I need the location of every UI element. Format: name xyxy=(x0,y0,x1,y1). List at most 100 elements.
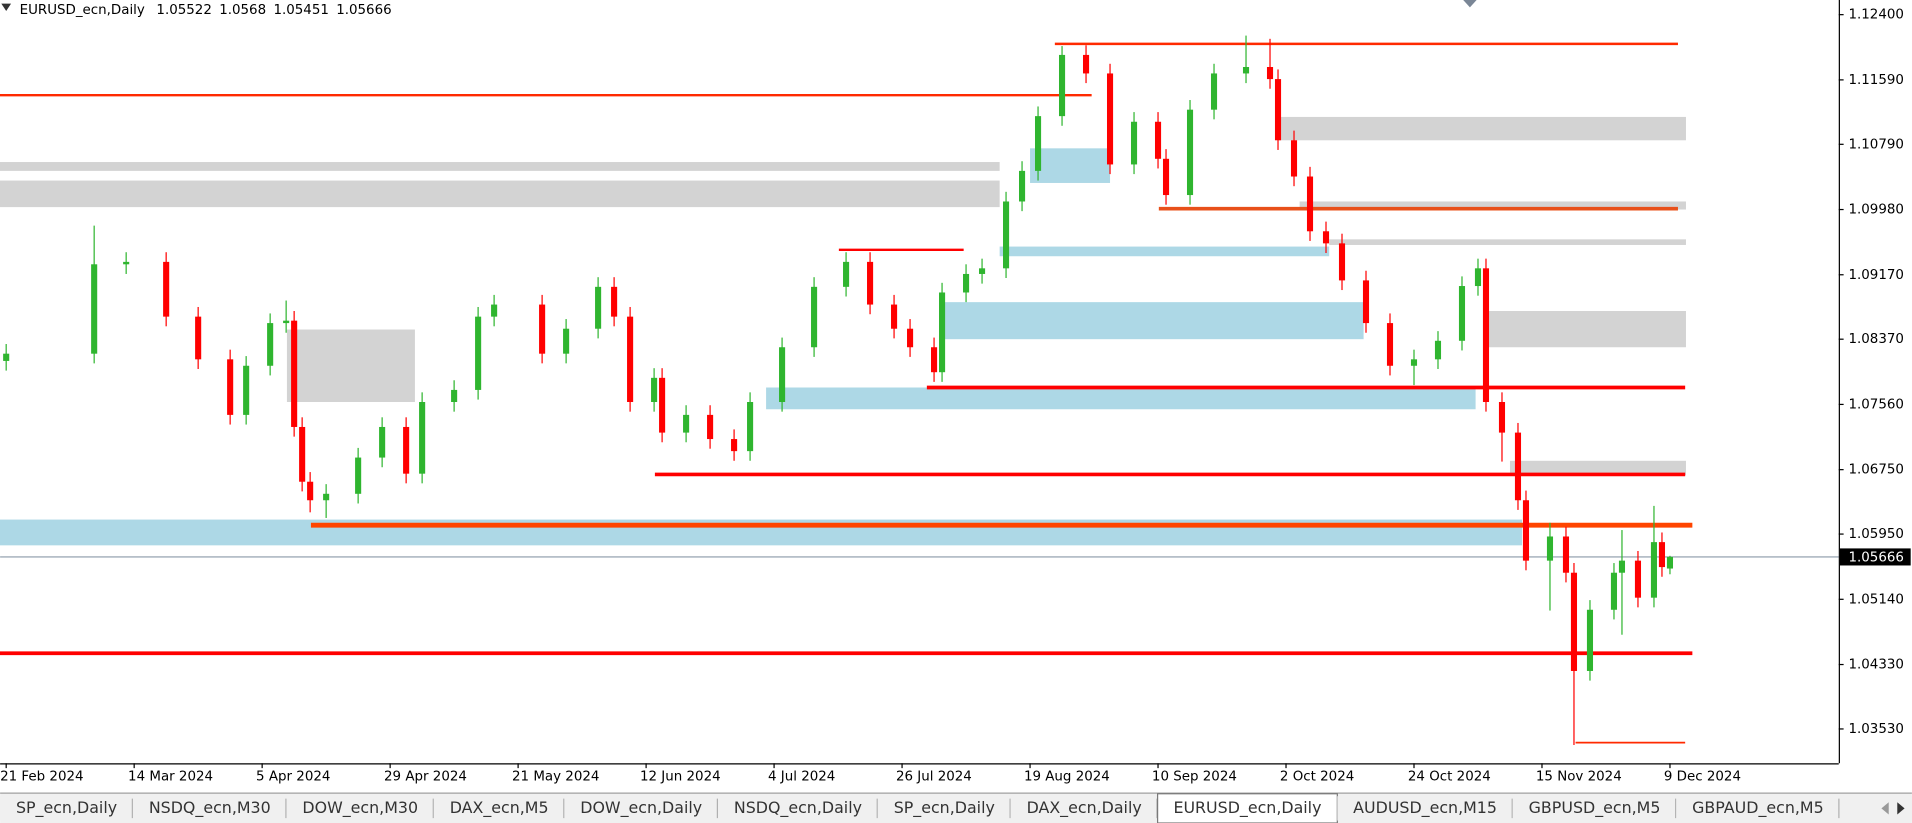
candle-body xyxy=(907,328,914,348)
tab-background xyxy=(1156,793,1338,823)
candle xyxy=(163,252,170,327)
candle-body xyxy=(1666,556,1674,569)
tab-label: SP_ecn,Daily xyxy=(16,798,117,818)
current-price-box xyxy=(1839,548,1911,566)
tab[interactable]: DAX_ecn,M5 xyxy=(433,796,565,821)
candle xyxy=(747,392,754,461)
symbol-menu-icon[interactable] xyxy=(1,3,12,11)
tab[interactable]: DAX_ecn,Daily xyxy=(1010,796,1158,821)
candle xyxy=(1210,63,1218,120)
candle-body xyxy=(939,292,946,373)
candle-body xyxy=(1474,268,1482,287)
candle xyxy=(1058,46,1066,126)
tab-background xyxy=(433,796,565,821)
tab-label: NSDQ_ecn,M30 xyxy=(149,798,271,818)
tab[interactable]: EURUSD_ecn,Daily xyxy=(1156,793,1338,823)
x-tick-label: 4 Jul 2024 xyxy=(768,770,835,785)
candle xyxy=(1610,563,1618,620)
ohlc-value: 1.05666 xyxy=(336,3,391,18)
candle-body xyxy=(627,316,634,403)
candle-body xyxy=(1546,536,1554,561)
tab[interactable]: DOW_ecn,M30 xyxy=(286,796,434,821)
zone xyxy=(942,302,1364,340)
candle xyxy=(1322,221,1330,254)
x-tick-label: 21 Feb 2024 xyxy=(0,770,83,785)
candle-body xyxy=(195,316,202,360)
candle xyxy=(939,282,946,382)
candle-body xyxy=(1586,609,1594,671)
zone xyxy=(1329,239,1686,245)
candle xyxy=(1514,422,1522,510)
candle-body xyxy=(307,481,314,501)
tab[interactable]: GBPAUD_ecn,M5 xyxy=(1676,796,1840,821)
candle-body xyxy=(1562,536,1570,573)
candle-body xyxy=(563,328,570,354)
x-tick-label: 21 May 2024 xyxy=(512,770,599,785)
candle xyxy=(1658,532,1666,577)
candle xyxy=(1562,526,1570,583)
candle xyxy=(403,417,410,484)
tab-scroll-buttons[interactable] xyxy=(1870,796,1912,821)
candle-body xyxy=(267,323,274,366)
candle-body xyxy=(539,304,546,354)
zone xyxy=(1509,460,1686,476)
tab-background xyxy=(132,796,287,821)
tab-scroll-right[interactable] xyxy=(1897,802,1905,815)
tab-label: AUDUSD_ecn,M15 xyxy=(1353,798,1497,818)
tab[interactable]: SP_ecn,Daily xyxy=(0,796,133,821)
x-tick-label: 29 Apr 2024 xyxy=(384,770,467,785)
tab-scroll-left[interactable] xyxy=(1881,802,1889,815)
tab-background xyxy=(718,796,878,821)
candle-body xyxy=(491,304,498,317)
candle-body xyxy=(611,286,618,317)
candle-body xyxy=(963,273,970,293)
tab[interactable]: NSDQ_ecn,Daily xyxy=(718,796,878,821)
tab-label: DOW_ecn,M30 xyxy=(302,798,418,818)
chart-header: EURUSD_ecn,Daily 1.05522 1.0568 1.05451 1.0… xyxy=(20,3,392,18)
tabs: SP_ecn,Daily NSDQ_ecn,M30 DOW_ecn,M30 DAX_e… xyxy=(0,793,1840,823)
candle xyxy=(1458,276,1466,351)
zone xyxy=(1278,116,1686,141)
candle-body xyxy=(475,316,482,390)
tab-background xyxy=(1010,796,1158,821)
symbol-name: EURUSD_ecn,Daily xyxy=(20,3,145,18)
tab-label: DOW_ecn,Daily xyxy=(580,798,702,818)
x-tick-label: 2 Oct 2024 xyxy=(1280,770,1354,785)
tab[interactable]: SP_ecn,Daily xyxy=(877,796,1011,821)
tab-label: SP_ecn,Daily xyxy=(894,798,995,818)
x-tick-label: 19 Aug 2024 xyxy=(1024,770,1110,785)
candle-body xyxy=(1019,170,1026,202)
candle-body xyxy=(1570,572,1578,671)
candle xyxy=(475,306,482,400)
candle xyxy=(1362,270,1370,333)
candle-body xyxy=(1498,402,1506,433)
tab-background xyxy=(877,796,1011,821)
candle-body xyxy=(1658,542,1666,568)
candle-body xyxy=(651,377,658,403)
candle-body xyxy=(867,261,874,305)
candle-body xyxy=(979,268,986,274)
candle-body xyxy=(1322,231,1330,244)
tab[interactable]: DOW_ecn,Daily xyxy=(564,796,719,821)
candle xyxy=(291,311,298,437)
tab[interactable]: NSDQ_ecn,M30 xyxy=(132,796,287,821)
candle xyxy=(683,405,690,443)
candle-body xyxy=(707,414,714,440)
chart-plot xyxy=(0,35,1839,746)
candle-body xyxy=(1338,243,1346,281)
candle xyxy=(1082,45,1090,84)
candle-body xyxy=(379,426,386,458)
tab[interactable]: AUDUSD_ecn,M15 xyxy=(1337,796,1513,821)
candle xyxy=(1186,100,1194,205)
candle-body xyxy=(683,414,690,433)
candle xyxy=(355,447,362,504)
candle-body xyxy=(1242,67,1250,74)
candle xyxy=(1498,392,1506,462)
tab[interactable]: GBPUSD_ecn,M5 xyxy=(1512,796,1677,821)
candle xyxy=(1410,349,1418,386)
candle xyxy=(563,319,570,364)
candle-body xyxy=(1634,560,1642,598)
tab-background xyxy=(1337,796,1513,821)
y-tick-label: 1.08370 xyxy=(1848,332,1903,347)
